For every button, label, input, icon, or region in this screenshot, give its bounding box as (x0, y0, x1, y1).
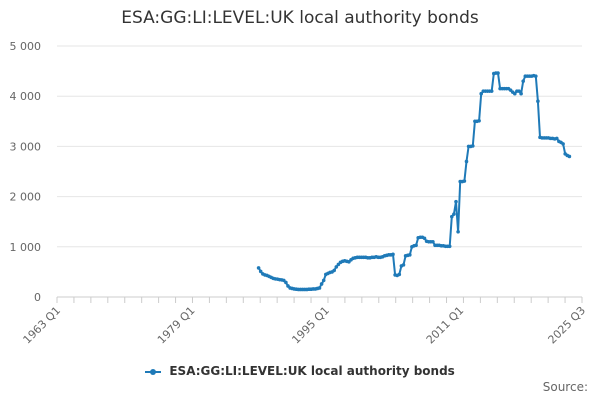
data-point[interactable] (401, 263, 406, 267)
x-tick-label: 1979 Q1 (155, 304, 198, 347)
legend-label: ESA:GG:LI:LEVEL:UK local authority bonds (169, 364, 455, 378)
data-point[interactable] (561, 142, 565, 146)
series-line (257, 72, 571, 291)
data-point[interactable] (479, 91, 484, 96)
data-point[interactable] (408, 253, 412, 257)
data-point[interactable] (414, 243, 418, 248)
data-point[interactable] (555, 136, 559, 141)
data-point[interactable] (567, 154, 572, 159)
y-tick-label: 1 000 (10, 241, 42, 254)
data-point[interactable] (447, 244, 452, 249)
data-point[interactable] (284, 280, 288, 285)
data-point[interactable] (456, 229, 460, 234)
data-point[interactable] (534, 74, 538, 78)
axes: 0 1 000 2 000 3 000 4 000 5 000 1963 Q1 1979 Q1… (10, 40, 589, 346)
x-tick-label: 1963 Q1 (21, 304, 64, 347)
legend-swatch (145, 368, 162, 375)
data-point[interactable] (334, 265, 339, 269)
data-point[interactable] (521, 79, 525, 83)
data-point[interactable] (477, 119, 481, 123)
data-point[interactable] (536, 99, 540, 104)
data-point[interactable] (321, 278, 326, 283)
data-point[interactable] (517, 89, 521, 93)
data-point[interactable] (519, 91, 523, 96)
legend[interactable]: ESA:GG:LI:LEVEL:UK local authority bonds (0, 364, 600, 378)
y-tick-label: 2 000 (10, 191, 42, 204)
data-point[interactable] (452, 212, 456, 216)
y-tick-label: 4 000 (10, 90, 42, 103)
y-tick-label: 3 000 (10, 140, 42, 153)
data-point[interactable] (332, 268, 337, 273)
data-point[interactable] (496, 71, 500, 75)
data-point[interactable] (317, 286, 322, 290)
x-tick-label: 2011 Q1 (424, 304, 467, 347)
data-point[interactable] (489, 89, 494, 93)
x-tick-label: 1995 Q1 (289, 304, 332, 347)
data-point[interactable] (471, 144, 475, 148)
y-tick-label: 0 (34, 291, 41, 304)
data-point[interactable] (454, 199, 458, 204)
data-point[interactable] (256, 266, 261, 270)
data-point[interactable] (422, 236, 427, 241)
x-tick-label: 2025 Q3 (546, 304, 589, 347)
data-point[interactable] (464, 159, 469, 164)
data-point[interactable] (391, 252, 395, 257)
chart-title: ESA:GG:LI:LEVEL:UK local authority bonds (121, 8, 479, 28)
data-point[interactable] (431, 239, 435, 244)
y-tick-label: 5 000 (10, 40, 42, 53)
data-point[interactable] (462, 179, 467, 183)
source-label[interactable]: Source: (542, 380, 588, 394)
data-point[interactable] (397, 272, 402, 277)
data-point[interactable] (450, 214, 454, 219)
gridlines (57, 45, 582, 298)
data-point[interactable] (319, 282, 324, 286)
series-area (256, 71, 572, 292)
data-point[interactable] (258, 269, 263, 274)
data-point[interactable] (513, 91, 517, 96)
